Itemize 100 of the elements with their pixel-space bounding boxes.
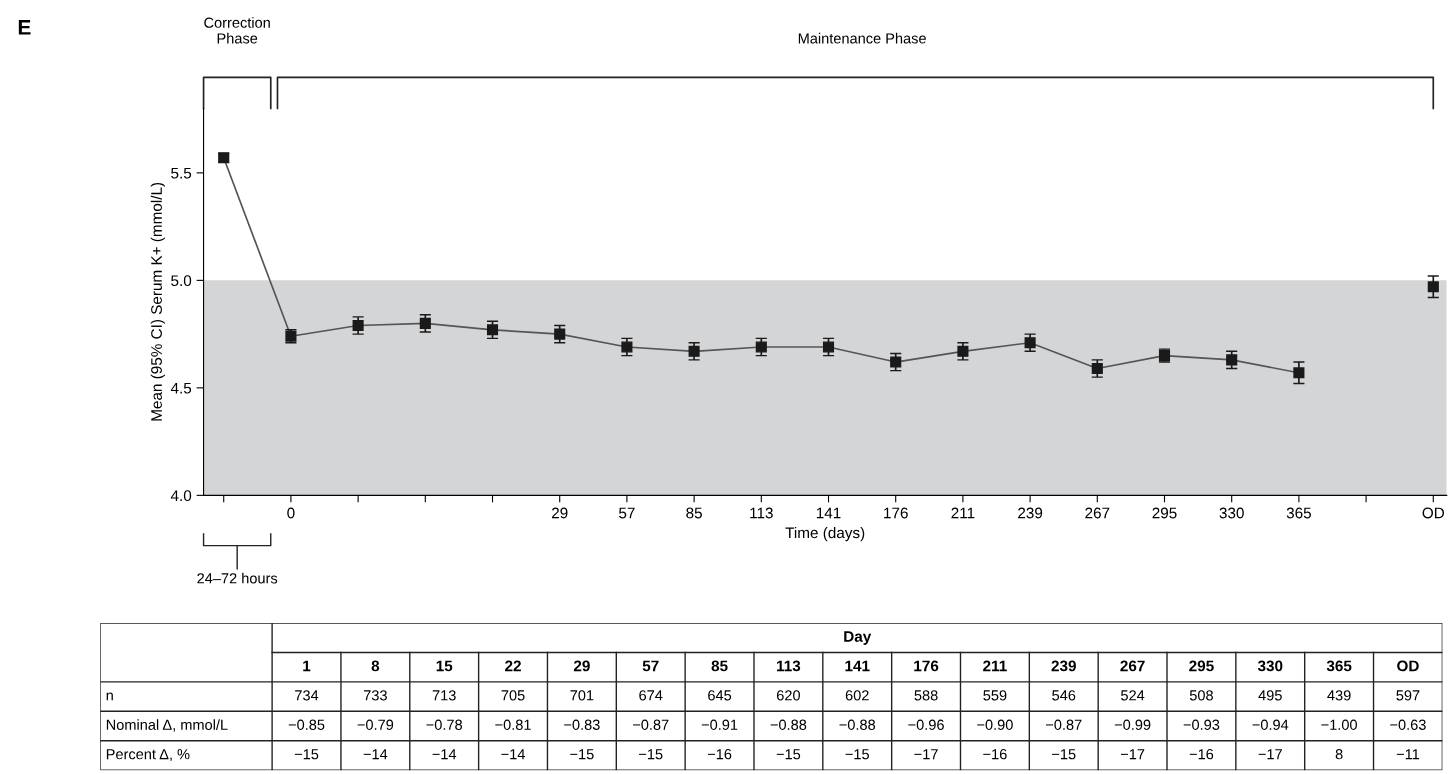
text: −15 bbox=[639, 749, 663, 760]
text: −16 bbox=[1189, 749, 1214, 760]
x-tick-label: 0 bbox=[287, 507, 295, 519]
category-label: 1 bbox=[303, 660, 311, 672]
point bbox=[822, 341, 835, 353]
x-tick-label: 57 bbox=[619, 507, 635, 519]
point bbox=[486, 324, 499, 336]
text: −0.88 bbox=[839, 719, 876, 730]
category-label: 22 bbox=[505, 660, 521, 672]
category-label: 295 bbox=[1189, 660, 1214, 672]
text: −0.79 bbox=[357, 719, 394, 730]
text: −0.83 bbox=[564, 719, 600, 730]
text: −17 bbox=[1120, 749, 1145, 760]
text: −15 bbox=[570, 749, 594, 760]
text: −14 bbox=[432, 749, 457, 760]
text: 8 bbox=[1335, 749, 1343, 760]
text: −0.99 bbox=[1114, 719, 1151, 730]
point bbox=[621, 341, 633, 353]
text: 597 bbox=[1396, 690, 1420, 701]
text: −0.63 bbox=[1390, 719, 1426, 730]
text: 546 bbox=[1052, 690, 1076, 701]
text: 439 bbox=[1327, 690, 1351, 701]
text: 713 bbox=[432, 690, 456, 701]
text: 620 bbox=[776, 690, 800, 701]
text: −15 bbox=[776, 749, 801, 760]
x-tick-label: 141 bbox=[816, 507, 841, 519]
text: −16 bbox=[983, 749, 1007, 760]
text: −0.94 bbox=[1252, 719, 1289, 730]
text: 705 bbox=[501, 690, 525, 701]
point bbox=[554, 328, 566, 340]
text: −14 bbox=[363, 749, 388, 760]
category-label: 365 bbox=[1326, 660, 1352, 672]
text: −0.96 bbox=[908, 719, 944, 730]
category-label: 8 bbox=[371, 660, 380, 672]
text: −0.87 bbox=[632, 719, 669, 730]
text: 701 bbox=[570, 690, 594, 701]
point bbox=[688, 345, 700, 357]
category-label: 211 bbox=[983, 660, 1007, 672]
text: −14 bbox=[501, 749, 525, 760]
category-label: 330 bbox=[1257, 660, 1283, 672]
text: −0.85 bbox=[288, 719, 325, 730]
text: −0.90 bbox=[977, 719, 1013, 730]
text: −0.88 bbox=[770, 719, 807, 730]
text: 645 bbox=[708, 690, 732, 701]
category-label: 29 bbox=[573, 660, 590, 672]
category-label: OD bbox=[1397, 660, 1419, 672]
category-label: 176 bbox=[914, 660, 939, 672]
category-label: 239 bbox=[1051, 660, 1076, 672]
x-tick-label: 176 bbox=[884, 507, 908, 519]
text: −15 bbox=[294, 749, 319, 760]
point bbox=[1427, 281, 1439, 293]
x-tick-label: 365 bbox=[1286, 507, 1311, 519]
point bbox=[755, 341, 767, 353]
text: −0.78 bbox=[426, 719, 463, 730]
x-tick-label: 211 bbox=[951, 507, 975, 519]
text: Day bbox=[844, 631, 872, 645]
text: −1.00 bbox=[1321, 719, 1357, 730]
x-axis-title: Time (days) bbox=[785, 526, 865, 542]
text: Correction Phase bbox=[204, 17, 270, 44]
text: −17 bbox=[914, 749, 938, 760]
text: Maintenance Phase bbox=[798, 32, 926, 44]
x-tick-label: 113 bbox=[750, 507, 773, 519]
category-label: 141 bbox=[845, 660, 870, 672]
point bbox=[419, 317, 431, 329]
category-label: 85 bbox=[711, 660, 728, 672]
category-label: 57 bbox=[642, 660, 659, 672]
text: 559 bbox=[983, 690, 1007, 701]
y-tick-label: 5.0 bbox=[171, 275, 192, 287]
x-tick-label: 239 bbox=[1018, 507, 1043, 519]
category-label: 113 bbox=[777, 660, 801, 672]
text: −17 bbox=[1258, 749, 1282, 760]
text: −15 bbox=[845, 749, 869, 760]
text: 733 bbox=[363, 690, 387, 701]
category-label: Percent Δ, % bbox=[106, 749, 190, 762]
y-axis-title: Mean (95% CI) Serum K+ (mmol/L) bbox=[150, 182, 165, 421]
text: 588 bbox=[914, 690, 938, 701]
x-tick-label: 330 bbox=[1219, 507, 1244, 519]
y-tick-label: 4.5 bbox=[170, 382, 192, 394]
x-tick-label: 29 bbox=[551, 507, 568, 519]
category-label: 15 bbox=[436, 660, 453, 672]
y-tick-label: 4.0 bbox=[170, 490, 192, 502]
text: −16 bbox=[707, 749, 732, 760]
text: 674 bbox=[639, 690, 663, 701]
text: 495 bbox=[1258, 690, 1282, 701]
text: 508 bbox=[1189, 690, 1213, 701]
text: 524 bbox=[1121, 690, 1145, 701]
x-tick-label: OD bbox=[1422, 507, 1445, 519]
text: −0.81 bbox=[495, 719, 531, 730]
category-label: Nominal Δ, mmol/L bbox=[106, 719, 228, 732]
text: −11 bbox=[1396, 749, 1420, 760]
text: 734 bbox=[295, 690, 319, 701]
x-tick-label: 295 bbox=[1152, 507, 1177, 519]
x-tick-label: 267 bbox=[1085, 507, 1110, 519]
text: −0.91 bbox=[701, 719, 738, 730]
text: 24–72 hours bbox=[197, 572, 278, 584]
y-tick-label: 5.5 bbox=[171, 167, 192, 179]
x-tick-label: 85 bbox=[686, 507, 702, 519]
category-label: 267 bbox=[1120, 660, 1145, 672]
point bbox=[1293, 367, 1305, 379]
point bbox=[1226, 354, 1238, 366]
